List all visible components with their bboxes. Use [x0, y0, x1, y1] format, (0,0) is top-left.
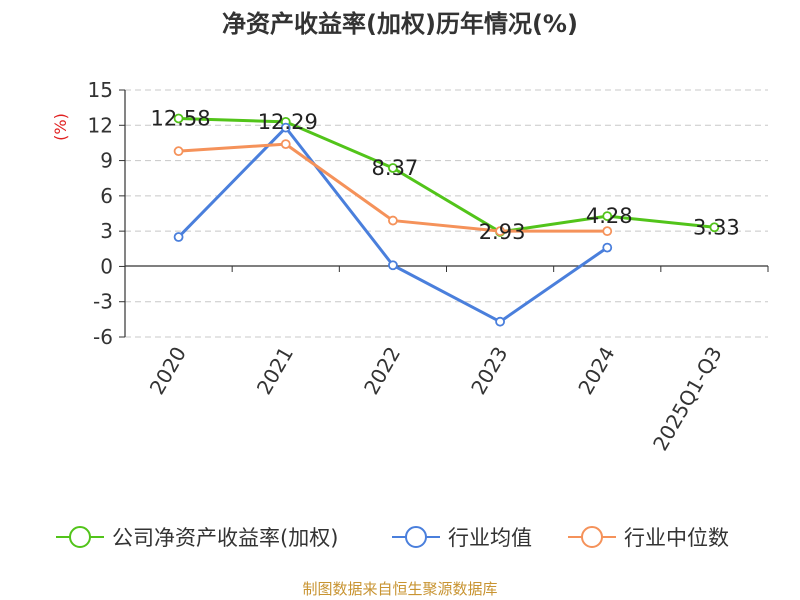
- data-label: 8.37: [372, 156, 419, 180]
- data-point: [602, 211, 613, 221]
- data-point: [495, 316, 505, 327]
- axes: 15 12 9 6 3 0 -3 -6 2020 2021 2022 2023 2024 2025Q1-Q…: [88, 78, 769, 455]
- y-tick-label: 9: [100, 149, 113, 173]
- data-label: 3.33: [693, 215, 740, 239]
- series-layer: 12.58 12.29 8.37 2.93 4.28 3.33: [151, 106, 740, 327]
- source-note: 制图数据来自恒生聚源数据库: [302, 580, 497, 598]
- data-point: [388, 260, 398, 271]
- data-point: [173, 232, 184, 242]
- legend-marker: [405, 526, 427, 548]
- y-tick-label: -3: [93, 290, 113, 314]
- legend: 公司净资产收益率(加权) 行业均值 行业中位数: [56, 526, 729, 550]
- y-axis-unit: (%): [51, 113, 70, 141]
- legend-marker: [581, 526, 603, 548]
- data-point: [388, 215, 398, 226]
- legend-marker: [69, 526, 91, 548]
- data-point: [602, 242, 613, 253]
- data-label: 4.28: [586, 204, 633, 228]
- y-tick-label: 12: [88, 113, 113, 137]
- legend-label: 行业均值: [448, 526, 532, 550]
- y-tick-label: 6: [100, 184, 113, 208]
- y-tick-label: 0: [100, 254, 113, 278]
- x-tick-label: 2021: [252, 343, 298, 399]
- legend-label: 行业中位数: [624, 526, 729, 550]
- data-label: 12.58: [151, 106, 211, 130]
- y-tick-label: -6: [93, 325, 113, 349]
- data-point: [388, 163, 398, 173]
- data-label: 2.93: [479, 220, 526, 244]
- x-tick-label: 2023: [466, 343, 512, 399]
- series-line-0: [178, 116, 715, 234]
- x-tick-label: 2025Q1-Q3: [648, 343, 727, 455]
- gridlines: [125, 89, 768, 338]
- y-tick-label: 3: [100, 219, 113, 243]
- data-point: [280, 139, 291, 150]
- y-tick-label: 15: [88, 78, 113, 102]
- x-tick-label: 2024: [573, 343, 619, 399]
- data-point: [173, 113, 184, 124]
- data-point: [709, 222, 720, 233]
- data-label: 12.29: [258, 110, 318, 134]
- x-tick-label: 2020: [145, 343, 191, 399]
- chart-title: 净资产收益率(加权)历年情况(%): [222, 10, 578, 38]
- data-point: [495, 226, 505, 237]
- x-tick-label: 2022: [359, 343, 405, 399]
- data-point: [280, 122, 291, 133]
- data-point: [173, 146, 184, 157]
- legend-label: 公司净资产收益率(加权): [112, 526, 338, 550]
- data-point: [602, 226, 613, 237]
